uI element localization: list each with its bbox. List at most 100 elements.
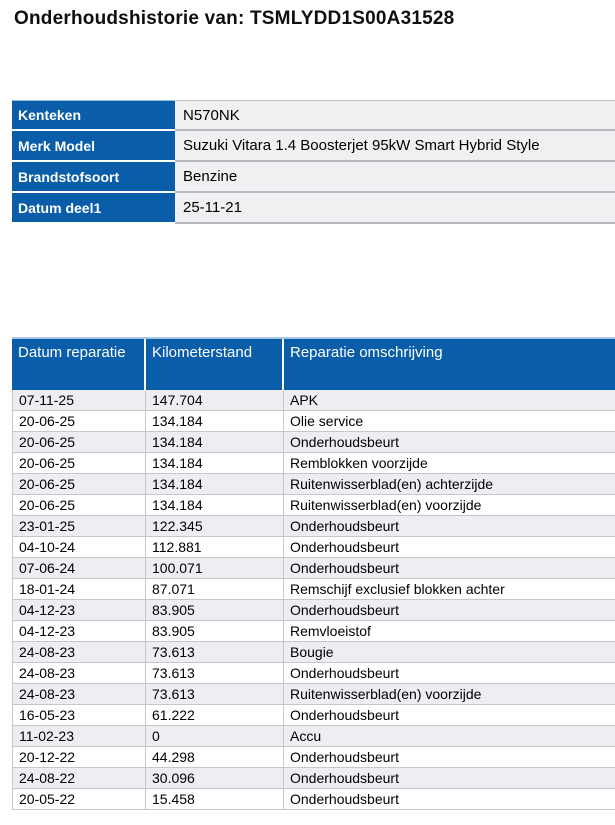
history-cell-date: 04-12-23 bbox=[13, 621, 146, 641]
history-row: 16-05-23 61.222 Onderhoudsbeurt bbox=[13, 705, 615, 726]
history-cell-description: Onderhoudsbeurt bbox=[290, 749, 399, 765]
info-label-brandstofsoort: Brandstofsoort bbox=[12, 162, 175, 193]
history-cell-km: 134.184 bbox=[146, 453, 284, 473]
history-cell-km: 134.184 bbox=[146, 495, 284, 515]
history-cell-km: 134.184 bbox=[146, 474, 284, 494]
history-row: 24-08-23 73.613 Onderhoudsbeurt bbox=[13, 663, 615, 684]
history-row: 23-01-25 122.345 Onderhoudsbeurt bbox=[13, 516, 615, 537]
history-cell-km: 73.613 bbox=[146, 663, 284, 683]
history-cell-km: 147.704 bbox=[146, 390, 284, 410]
history-cell-km: 87.071 bbox=[146, 579, 284, 599]
history-cell-date: 24-08-23 bbox=[13, 663, 146, 683]
history-row: 04-10-24 112.881 Onderhoudsbeurt bbox=[13, 537, 615, 558]
history-table: Datum reparatie Kilometerstand Reparatie… bbox=[12, 337, 615, 810]
history-cell-date: 11-02-23 bbox=[13, 726, 146, 746]
info-value-kenteken: N570NK bbox=[175, 100, 615, 131]
history-cell-description: Onderhoudsbeurt bbox=[290, 770, 399, 786]
history-cell-date: 20-06-25 bbox=[13, 411, 146, 431]
info-label-merk-model: Merk Model bbox=[12, 131, 175, 162]
history-row: 04-12-23 83.905 Onderhoudsbeurt bbox=[13, 600, 615, 621]
history-cell-description: Ruitenwisserblad(en) voorzijde bbox=[290, 497, 482, 513]
vehicle-info-table: Kenteken N570NK Merk Model Suzuki Vitara… bbox=[12, 100, 615, 224]
history-cell-date: 07-06-24 bbox=[13, 558, 146, 578]
history-cell-date: 24-08-22 bbox=[13, 768, 146, 788]
history-row: 11-02-23 0 Accu bbox=[13, 726, 615, 747]
history-cell-description: APK bbox=[290, 392, 319, 408]
history-row: 20-06-25 134.184 Olie service bbox=[13, 411, 615, 432]
history-cell-km: 100.071 bbox=[146, 558, 284, 578]
history-cell-description: Onderhoudsbeurt bbox=[290, 791, 399, 807]
history-row: 20-05-22 15.458 Onderhoudsbeurt bbox=[13, 789, 615, 810]
history-cell-description: Remschijf exclusief blokken achter bbox=[290, 581, 505, 597]
history-cell-description: Onderhoudsbeurt bbox=[290, 707, 399, 723]
history-cell-km: 83.905 bbox=[146, 621, 284, 641]
history-row: 20-12-22 44.298 Onderhoudsbeurt bbox=[13, 747, 615, 768]
history-cell-description: Olie service bbox=[290, 413, 364, 429]
history-cell-date: 24-08-23 bbox=[13, 684, 146, 704]
history-cell-description: Onderhoudsbeurt bbox=[290, 665, 399, 681]
history-cell-description: Onderhoudsbeurt bbox=[290, 518, 399, 534]
history-cell-description: Ruitenwisserblad(en) voorzijde bbox=[290, 686, 482, 702]
history-cell-km: 134.184 bbox=[146, 411, 284, 431]
info-row-brandstofsoort: Brandstofsoort Benzine bbox=[12, 162, 615, 193]
info-row-kenteken: Kenteken N570NK bbox=[12, 100, 615, 131]
history-cell-km: 122.345 bbox=[146, 516, 284, 536]
history-row: 24-08-23 73.613 Ruitenwisserblad(en) voo… bbox=[13, 684, 615, 705]
history-cell-km: 0 bbox=[146, 726, 284, 746]
history-cell-date: 23-01-25 bbox=[13, 516, 146, 536]
history-cell-date: 20-12-22 bbox=[13, 747, 146, 767]
history-cell-km: 61.222 bbox=[146, 705, 284, 725]
history-cell-date: 24-08-23 bbox=[13, 642, 146, 662]
history-row: 20-06-25 134.184 Ruitenwisserblad(en) vo… bbox=[13, 495, 615, 516]
history-cell-date: 04-12-23 bbox=[13, 600, 146, 620]
history-cell-km: 83.905 bbox=[146, 600, 284, 620]
history-cell-description: Onderhoudsbeurt bbox=[290, 434, 399, 450]
history-row: 24-08-22 30.096 Onderhoudsbeurt bbox=[13, 768, 615, 789]
history-row: 18-01-24 87.071 Remschijf exclusief blok… bbox=[13, 579, 615, 600]
history-row: 20-06-25 134.184 Remblokken voorzijde bbox=[13, 453, 615, 474]
history-cell-date: 07-11-25 bbox=[13, 390, 146, 410]
history-cell-description: Accu bbox=[290, 728, 322, 744]
history-cell-description: Bougie bbox=[290, 644, 334, 660]
history-cell-date: 20-05-22 bbox=[13, 789, 146, 809]
page-title: Onderhoudshistorie van: TSMLYDD1S00A3152… bbox=[14, 8, 455, 29]
history-cell-date: 20-06-25 bbox=[13, 453, 146, 473]
history-row: 07-06-24 100.071 Onderhoudsbeurt bbox=[13, 558, 615, 579]
history-row: 20-06-25 134.184 Onderhoudsbeurt bbox=[13, 432, 615, 453]
info-value-brandstofsoort: Benzine bbox=[175, 162, 615, 193]
history-cell-km: 30.096 bbox=[146, 768, 284, 788]
history-cell-km: 73.613 bbox=[146, 642, 284, 662]
history-header-kilometerstand: Kilometerstand bbox=[146, 339, 284, 390]
history-cell-description: Ruitenwisserblad(en) achterzijde bbox=[290, 476, 494, 492]
history-cell-description: Remblokken voorzijde bbox=[290, 455, 428, 471]
history-row: 07-11-25 147.704 APK bbox=[13, 390, 615, 411]
history-cell-date: 16-05-23 bbox=[13, 705, 146, 725]
history-table-body: 07-11-25 147.704 APK 20-06-25 134.184 Ol… bbox=[12, 390, 615, 810]
history-cell-date: 04-10-24 bbox=[13, 537, 146, 557]
history-table-header: Datum reparatie Kilometerstand Reparatie… bbox=[12, 337, 615, 390]
history-header-datum-reparatie: Datum reparatie bbox=[12, 339, 146, 390]
info-value-datum-deel1: 25-11-21 bbox=[175, 193, 615, 224]
history-cell-date: 18-01-24 bbox=[13, 579, 146, 599]
history-cell-date: 20-06-25 bbox=[13, 474, 146, 494]
history-cell-date: 20-06-25 bbox=[13, 495, 146, 515]
history-header-reparatie-omschrijving: Reparatie omschrijving bbox=[290, 344, 443, 361]
history-cell-km: 73.613 bbox=[146, 684, 284, 704]
history-row: 20-06-25 134.184 Ruitenwisserblad(en) ac… bbox=[13, 474, 615, 495]
history-cell-km: 134.184 bbox=[146, 432, 284, 452]
info-label-kenteken: Kenteken bbox=[12, 100, 175, 131]
history-cell-km: 15.458 bbox=[146, 789, 284, 809]
history-cell-km: 112.881 bbox=[146, 537, 284, 557]
history-cell-description: Onderhoudsbeurt bbox=[290, 539, 399, 555]
history-row: 24-08-23 73.613 Bougie bbox=[13, 642, 615, 663]
history-row: 04-12-23 83.905 Remvloeistof bbox=[13, 621, 615, 642]
history-cell-description: Onderhoudsbeurt bbox=[290, 602, 399, 618]
history-cell-description: Remvloeistof bbox=[290, 623, 371, 639]
history-cell-km: 44.298 bbox=[146, 747, 284, 767]
history-cell-description: Onderhoudsbeurt bbox=[290, 560, 399, 576]
info-label-datum-deel1: Datum deel1 bbox=[12, 193, 175, 224]
history-cell-date: 20-06-25 bbox=[13, 432, 146, 452]
info-row-merk-model: Merk Model Suzuki Vitara 1.4 Boosterjet … bbox=[12, 131, 615, 162]
info-value-merk-model: Suzuki Vitara 1.4 Boosterjet 95kW Smart … bbox=[175, 131, 615, 162]
